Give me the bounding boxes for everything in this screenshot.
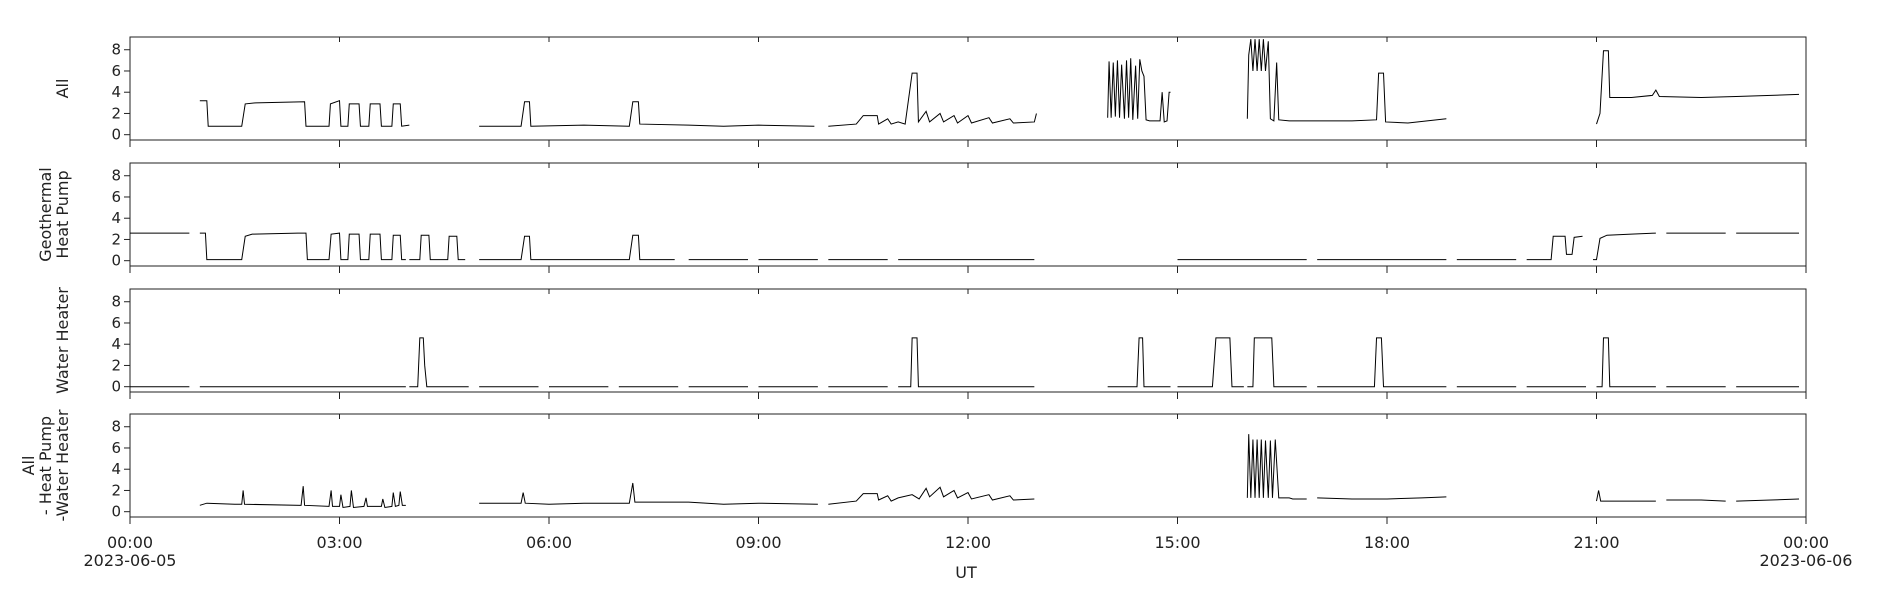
series-segment bbox=[1317, 496, 1447, 500]
series-segment bbox=[409, 234, 466, 261]
series-segment bbox=[1596, 337, 1656, 388]
y-axis-label: -Water Heater bbox=[53, 409, 72, 521]
y-tick-label: 0 bbox=[111, 252, 121, 270]
series-segment bbox=[199, 232, 406, 261]
y-tick-label: 8 bbox=[111, 167, 121, 185]
y-tick-label: 4 bbox=[111, 209, 121, 227]
y-axis-label: Geothermal bbox=[36, 167, 55, 261]
y-tick-label: 2 bbox=[111, 104, 121, 122]
y-tick-label: 6 bbox=[111, 439, 121, 457]
x-tick-label: 03:00 bbox=[316, 533, 362, 552]
series-segment bbox=[1246, 39, 1447, 124]
series-segment bbox=[1526, 235, 1583, 261]
series-segment bbox=[828, 72, 1037, 127]
series-segment bbox=[199, 486, 406, 509]
x-date-label: 2023-06-06 bbox=[1760, 551, 1853, 570]
series-segment bbox=[1247, 337, 1307, 388]
series-segment bbox=[1666, 499, 1726, 502]
series-segment bbox=[479, 234, 675, 261]
series-segment bbox=[1177, 337, 1244, 388]
y-tick-label: 0 bbox=[111, 503, 121, 521]
y-tick-label: 2 bbox=[111, 356, 121, 374]
panel-4: 0 2 4 6 8 All- Heat Pump-Water Heater bbox=[19, 409, 1807, 524]
panel-frame bbox=[129, 288, 1807, 393]
y-tick-label: 6 bbox=[111, 314, 121, 332]
y-tick-label: 2 bbox=[111, 230, 121, 248]
x-tick-label: 06:00 bbox=[526, 533, 572, 552]
y-tick-label: 8 bbox=[111, 293, 121, 311]
series-segment bbox=[1246, 434, 1307, 500]
y-tick-label: 6 bbox=[111, 62, 121, 80]
y-tick-label: 2 bbox=[111, 481, 121, 499]
series-segment bbox=[1593, 232, 1656, 261]
y-axis-label: - Heat Pump bbox=[36, 416, 55, 515]
series-segment bbox=[1317, 337, 1447, 388]
series-segment bbox=[479, 101, 815, 127]
panel-frame bbox=[129, 413, 1807, 518]
panel-1: 0 2 4 6 8 All bbox=[53, 36, 1807, 147]
x-tick-label: 15:00 bbox=[1154, 533, 1200, 552]
y-tick-label: 4 bbox=[111, 335, 121, 353]
y-tick-label: 6 bbox=[111, 188, 121, 206]
y-axis-label: All bbox=[53, 79, 72, 99]
series-segment bbox=[1736, 498, 1800, 502]
series-segment bbox=[199, 100, 410, 127]
x-axis-label: UT bbox=[955, 563, 977, 582]
series-segment bbox=[898, 337, 1035, 388]
series-segment bbox=[1107, 58, 1171, 123]
y-tick-label: 4 bbox=[111, 83, 121, 101]
x-tick-label: 09:00 bbox=[735, 533, 781, 552]
x-tick-label: 12:00 bbox=[945, 533, 991, 552]
panel-3: 0 2 4 6 8 Water Heater bbox=[53, 287, 1807, 399]
y-tick-label: 4 bbox=[111, 460, 121, 478]
x-tick-label: 18:00 bbox=[1364, 533, 1410, 552]
y-axis-label: All bbox=[19, 456, 38, 476]
y-tick-label: 8 bbox=[111, 41, 121, 59]
x-tick-label: 00:00 bbox=[1783, 533, 1829, 552]
series-segment bbox=[1596, 490, 1656, 502]
series-segment bbox=[479, 482, 818, 505]
series-segment bbox=[409, 337, 469, 388]
series-segment bbox=[1107, 337, 1171, 388]
x-axis: UT 00:00 03:00 06:00 09:00 12:00 15:00 18:00 21… bbox=[84, 533, 1853, 582]
series-segment bbox=[1596, 50, 1800, 125]
y-tick-label: 0 bbox=[111, 126, 121, 144]
y-tick-label: 0 bbox=[111, 378, 121, 396]
y-axis-label: Heat Pump bbox=[53, 170, 72, 258]
y-tick-label: 8 bbox=[111, 418, 121, 436]
x-tick-label: 21:00 bbox=[1573, 533, 1619, 552]
x-date-label: 2023-06-05 bbox=[84, 551, 177, 570]
series-segment bbox=[828, 486, 1035, 505]
y-axis-label: Water Heater bbox=[53, 287, 72, 394]
x-tick-label: 00:00 bbox=[107, 533, 153, 552]
